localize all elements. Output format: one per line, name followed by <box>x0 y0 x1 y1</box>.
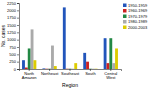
legend-label: 1960-1969 <box>128 8 148 13</box>
bar <box>74 63 77 69</box>
y-tick-mark <box>17 18 19 19</box>
y-tick-mark <box>17 47 19 48</box>
x-tick: NorthAmazon <box>22 69 37 80</box>
bar <box>89 68 92 69</box>
y-tick-label: 1750 <box>7 15 17 20</box>
bar <box>115 48 118 69</box>
bar-series <box>31 29 115 69</box>
bar <box>66 68 69 69</box>
y-tick-mark <box>17 32 19 33</box>
y-tick: 1500 <box>7 23 19 28</box>
y-tick-mark <box>17 10 19 11</box>
y-tick-label: 250 <box>9 59 16 64</box>
bar <box>95 68 98 69</box>
legend-label: 1950-1959 <box>128 3 148 8</box>
bar <box>25 68 28 69</box>
legend-label: 1970-1979 <box>128 14 148 19</box>
legend-swatch <box>123 15 127 19</box>
bar <box>69 68 72 69</box>
y-tick-mark <box>17 3 19 4</box>
legend-item: 1980-1989 <box>123 19 148 24</box>
y-tick-label: 1000 <box>7 37 17 42</box>
x-tick: CentralWest <box>104 69 117 80</box>
legend-swatch <box>123 4 127 8</box>
y-axis-line <box>17 4 20 70</box>
bar <box>107 63 110 69</box>
x-axis-title: Region <box>62 82 78 88</box>
y-tick-mark <box>17 25 19 26</box>
x-tick: South <box>85 69 95 76</box>
legend: 1950-19591960-19691970-19791980-19892000… <box>123 3 148 30</box>
y-tick-label: 500 <box>9 52 16 57</box>
bar <box>54 66 57 69</box>
y-tick: 0 <box>14 67 19 72</box>
bar-series <box>33 48 117 69</box>
bar <box>112 63 115 69</box>
y-tick: 1750 <box>7 15 19 20</box>
x-tick: Northeast <box>41 69 59 76</box>
chart: 0 250 500 750 1000 1250 1500 1750 2000 2250 NorthA… <box>0 0 150 88</box>
y-tick: 250 <box>9 59 19 64</box>
x-axis: NorthAmazon NortheastSoutheast South Centra… <box>20 69 122 80</box>
bar <box>83 53 86 69</box>
y-tick-mark <box>17 54 19 55</box>
x-tick-label: CentralWest <box>104 71 117 80</box>
legend-swatch <box>123 9 127 13</box>
legend-item: 1970-1979 <box>123 14 148 19</box>
legend-swatch <box>123 26 127 30</box>
y-axis: 0 250 500 750 1000 1250 1500 1750 2000 2250 <box>7 1 19 72</box>
y-tick: 750 <box>9 45 19 50</box>
x-tick-label: NorthAmazon <box>22 71 37 80</box>
x-tick-label: Southeast <box>61 71 80 76</box>
bar <box>86 62 89 69</box>
bar <box>109 38 112 69</box>
y-tick-label: 2250 <box>7 1 17 6</box>
bar-series <box>25 62 109 69</box>
bar <box>22 60 25 69</box>
y-tick-label: 1250 <box>7 30 17 35</box>
bar <box>71 68 74 69</box>
legend-item: 2000-2003 <box>123 25 148 30</box>
y-tick: 1000 <box>7 37 19 42</box>
y-tick: 2000 <box>7 8 19 13</box>
y-tick-mark <box>17 62 19 63</box>
x-tick: Southeast <box>61 69 80 76</box>
bar <box>33 60 36 69</box>
x-tick-label: Northeast <box>41 71 59 76</box>
bar <box>28 48 31 69</box>
legend-label: 2000-2003 <box>128 25 148 30</box>
bars <box>22 7 118 69</box>
bar <box>63 7 66 69</box>
y-tick: 2250 <box>7 1 19 6</box>
y-tick-mark <box>17 40 19 41</box>
y-tick-label: 1500 <box>7 23 17 28</box>
y-tick-mark <box>17 69 19 70</box>
bar-series <box>28 38 112 69</box>
y-tick: 1250 <box>7 30 19 35</box>
y-tick: 500 <box>9 52 19 57</box>
bar <box>51 46 54 69</box>
bar <box>104 38 107 69</box>
bar <box>31 29 34 69</box>
legend-item: 1950-1959 <box>123 3 148 8</box>
y-tick-label: 0 <box>14 67 17 72</box>
y-axis-title: No. cases <box>0 24 6 47</box>
legend-label: 1980-1989 <box>128 19 148 24</box>
y-tick-label: 2000 <box>7 8 17 13</box>
legend-swatch <box>123 20 127 24</box>
bar <box>92 68 95 69</box>
bar <box>42 68 45 69</box>
bar <box>45 68 48 69</box>
plot-area: 0 250 500 750 1000 1250 1500 1750 2000 2250 NorthA… <box>7 1 121 81</box>
legend-item: 1960-1969 <box>123 8 148 13</box>
bar-series <box>22 7 106 69</box>
y-tick-label: 750 <box>9 45 16 50</box>
bar <box>48 68 51 69</box>
x-tick-label: South <box>85 71 95 76</box>
